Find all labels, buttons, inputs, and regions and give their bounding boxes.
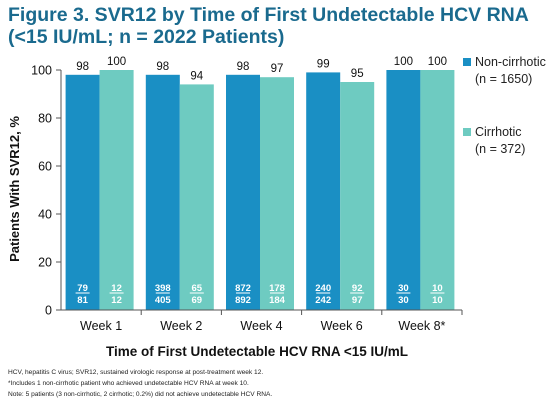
bar-numerator-label: 92 [352,283,363,294]
x-tick-label: Week 8* [398,319,445,333]
bar-denominator-label: 10 [432,295,443,306]
footnotes: HCV, hepatitis C virus; SVR12, sustained… [8,367,553,400]
bar [420,70,455,310]
bar-value-label: 97 [271,63,284,75]
bar-value-label: 100 [394,56,413,68]
legend-swatch [463,128,471,136]
bar-value-label: 98 [237,61,250,73]
bar-value-label: 99 [317,58,330,70]
bar-value-label: 100 [428,56,447,68]
y-axis-ticks: 0 20 40 60 80 100 [31,64,61,318]
x-tick-label: Week 6 [321,319,363,333]
x-tick-label: Week 4 [240,319,282,333]
legend-label: Cirrhotic [475,125,522,139]
bar-denominator-label: 184 [269,295,286,306]
chart-title-line1: Figure 3. SVR12 by Time of First Undetec… [8,4,529,26]
x-tick-label: Week 2 [160,319,202,333]
bar-numerator-label: 30 [398,283,409,294]
y-tick-label: 0 [45,304,52,318]
legend-sublabel: (n = 1650) [475,72,532,86]
bar-denominator-label: 12 [111,295,122,306]
y-tick-label: 80 [38,112,52,126]
bar-value-label: 98 [76,61,89,73]
bar [306,72,341,311]
bar-denominator-label: 30 [398,295,409,306]
chart-title: Figure 3. SVR12 by Time of First Undetec… [8,4,553,48]
bar [179,84,214,311]
x-axis-title: Time of First Undetectable HCV RNA <15 I… [106,344,408,359]
legend: Non-cirrhotic (n = 1650) Cirrhotic (n = 372… [463,55,546,156]
x-axis-ticks: Week 1 Week 2 Week 4 Week 6 Week 8* [80,310,463,333]
bar [99,70,134,310]
bar-denominator-label: 81 [77,295,88,306]
footnote-abbreviations: HCV, hepatitis C virus; SVR12, sustained… [8,369,264,376]
legend-swatch [463,58,471,66]
bar-numerator-label: 65 [192,283,203,294]
bar [226,74,260,310]
bar [145,74,180,310]
bar [386,70,421,310]
bar-numerator-label: 872 [235,283,251,294]
bar-numerator-label: 398 [155,283,171,294]
bar-value-label: 100 [107,56,126,68]
bar-denominator-label: 242 [315,295,331,306]
bar-denominator-label: 69 [192,295,203,306]
bar-value-label: 98 [156,61,169,73]
bar [260,77,294,310]
bar-denominator-label: 97 [352,295,363,306]
bar-denominator-label: 405 [155,295,172,306]
bar-value-label: 94 [190,70,203,82]
bar [65,74,100,310]
x-tick-label: Week 1 [80,319,122,333]
y-tick-label: 20 [38,256,52,270]
bar-numerator-label: 10 [432,283,443,294]
footnote-note: Note: 5 patients (3 non-cirrhotic, 2 cir… [8,391,273,398]
y-axis-title-group: Patients With SVR12, % [7,116,22,262]
footnote-week10: *Includes 1 non-cirrhotic patient who ac… [8,380,249,387]
bar [340,82,375,310]
bar-denominator-label: 892 [235,295,251,306]
bar-numerator-label: 178 [269,283,285,294]
bar-value-label: 95 [351,68,364,80]
bar-numerator-label: 79 [77,283,88,294]
y-tick-label: 60 [38,160,52,174]
chart-title-line2: (<15 IU/mL; n = 2022 Patients) [8,26,285,48]
legend-sublabel: (n = 372) [475,142,525,156]
y-axis-title: Patients With SVR12, % [7,116,22,262]
y-tick-label: 40 [38,208,52,222]
y-tick-label: 100 [31,64,52,78]
bar-numerator-label: 12 [111,283,122,294]
legend-label: Non-cirrhotic [475,55,546,69]
bar-numerator-label: 240 [315,283,331,294]
